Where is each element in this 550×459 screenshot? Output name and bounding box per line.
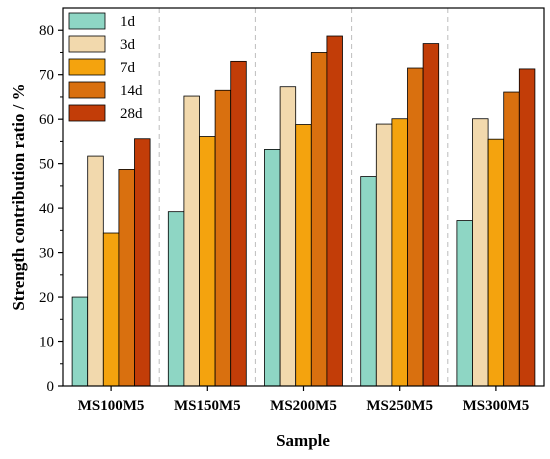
legend: 1d 3d 7d 14d 28d bbox=[68, 12, 143, 122]
x-category-label: MS300M5 bbox=[463, 398, 530, 414]
y-axis: 0 10 20 30 40 50 60 70 80 bbox=[39, 23, 63, 395]
y-tick-label: 20 bbox=[39, 290, 54, 306]
y-tick-label: 0 bbox=[47, 379, 55, 395]
bar-MS250M5-7d bbox=[391, 118, 408, 387]
bar-MS150M5-3d bbox=[183, 95, 200, 387]
x-axis: MS100M5 MS150M5 MS200M5 MS250M5 MS300M5 bbox=[78, 386, 529, 414]
legend-label-7d: 7d bbox=[120, 60, 136, 76]
category-separators bbox=[158, 8, 449, 386]
y-tick-label: 30 bbox=[39, 246, 54, 262]
bar-MS300M5-28d bbox=[518, 68, 536, 387]
legend-label-14d: 14d bbox=[120, 83, 143, 99]
x-category-label: MS150M5 bbox=[174, 398, 241, 414]
bar-MS200M5-1d bbox=[264, 149, 281, 387]
bar-MS250M5-14d bbox=[407, 67, 424, 387]
bar-MS200M5-14d bbox=[310, 52, 328, 387]
bar-MS200M5-28d bbox=[326, 35, 343, 387]
legend-label-28d: 28d bbox=[120, 106, 143, 122]
y-tick-label: 40 bbox=[39, 201, 54, 217]
x-category-label: MS200M5 bbox=[270, 398, 337, 414]
bar-MS300M5-1d bbox=[456, 220, 473, 387]
bar-MS200M5-7d bbox=[295, 124, 312, 387]
legend-label-1d: 1d bbox=[120, 14, 136, 30]
legend-swatch-14d bbox=[68, 81, 106, 99]
y-tick-label: 10 bbox=[39, 335, 54, 351]
bar-MS150M5-28d bbox=[230, 60, 247, 387]
bar-MS200M5-3d bbox=[279, 86, 297, 387]
legend-swatch-1d bbox=[68, 12, 106, 30]
x-axis-title: Sample bbox=[276, 431, 330, 450]
legend-swatch-3d bbox=[68, 35, 106, 53]
bar-MS250M5-1d bbox=[360, 176, 377, 387]
bar-MS150M5-1d bbox=[167, 211, 185, 387]
bar-MS100M5-1d bbox=[71, 296, 89, 387]
bar-MS100M5-28d bbox=[134, 138, 151, 387]
bar-MS300M5-14d bbox=[503, 91, 520, 387]
x-category-label: MS100M5 bbox=[78, 398, 145, 414]
bar-MS300M5-3d bbox=[472, 118, 489, 387]
bar-MS150M5-7d bbox=[199, 136, 216, 387]
bar-MS100M5-3d bbox=[87, 155, 104, 387]
legend-swatch-7d bbox=[68, 58, 106, 76]
y-tick-label: 50 bbox=[39, 157, 54, 173]
y-tick-label: 70 bbox=[39, 68, 54, 84]
bar-MS250M5-3d bbox=[375, 123, 393, 387]
y-tick-label: 80 bbox=[39, 23, 54, 39]
bar-MS100M5-7d bbox=[102, 232, 120, 387]
bar-MS300M5-7d bbox=[487, 138, 505, 387]
y-tick-label: 60 bbox=[39, 112, 54, 128]
x-category-label: MS250M5 bbox=[366, 398, 433, 414]
legend-label-3d: 3d bbox=[120, 37, 136, 53]
bar-MS100M5-14d bbox=[118, 169, 135, 387]
bars bbox=[71, 35, 536, 387]
y-axis-title: Strength contribution ratio / % bbox=[9, 83, 28, 310]
bar-MS150M5-14d bbox=[214, 89, 232, 387]
bar-MS250M5-28d bbox=[422, 43, 440, 387]
legend-swatch-28d bbox=[68, 104, 106, 122]
